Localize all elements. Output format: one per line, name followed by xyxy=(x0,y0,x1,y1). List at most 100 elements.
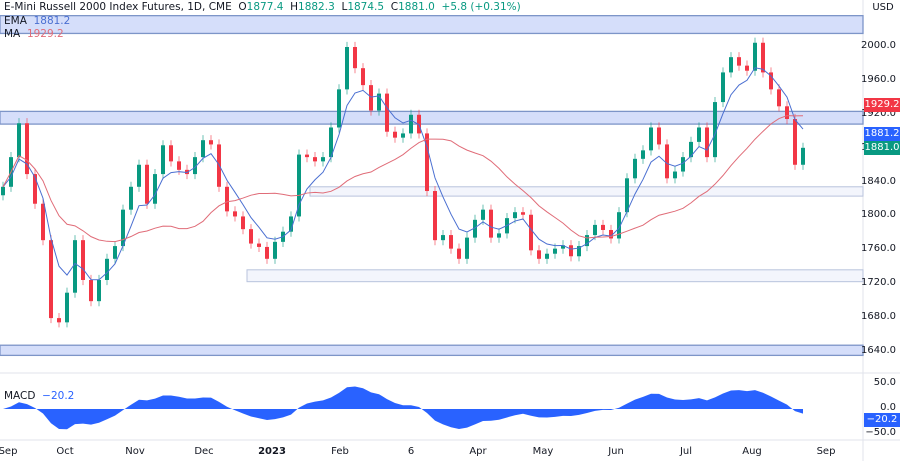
currency-label[interactable]: USD xyxy=(872,2,894,13)
high-value: 1882.3 xyxy=(298,1,335,13)
candle-body xyxy=(161,145,165,175)
candle-body xyxy=(801,147,805,165)
time-tick-label: Nov xyxy=(125,446,145,457)
candle-body xyxy=(793,119,797,165)
candle-body xyxy=(745,65,749,71)
macd-tick-label: −50.0 xyxy=(865,427,896,438)
candle-body xyxy=(201,140,205,158)
candle-body xyxy=(617,212,621,239)
ema-legend[interactable]: EMA 1881.2 xyxy=(4,15,71,27)
candle-body xyxy=(177,161,181,170)
time-tick-label: Jul xyxy=(679,446,693,457)
candle-body xyxy=(129,186,133,210)
candle-body xyxy=(33,174,37,204)
candle-body xyxy=(585,235,589,247)
price-tick-label: 1640.0 xyxy=(861,344,896,356)
time-tick-label: Oct xyxy=(56,446,74,457)
candle-body xyxy=(689,141,693,158)
candle-body xyxy=(457,248,461,259)
price-tick-label: 1840.0 xyxy=(861,175,896,187)
candle-body xyxy=(385,93,389,132)
time-tick-label: Feb xyxy=(331,446,349,457)
candle-body xyxy=(657,127,661,145)
candle-body xyxy=(81,240,85,280)
ema-line xyxy=(2,67,804,281)
candle-body xyxy=(25,123,29,175)
ma-legend[interactable]: MA 1929.2 xyxy=(4,28,64,40)
candle-body xyxy=(361,68,365,86)
candle-body xyxy=(73,240,77,293)
candle-body xyxy=(169,145,173,162)
time-tick-label: 2023 xyxy=(258,446,286,457)
candle-body xyxy=(393,131,397,138)
candle-body xyxy=(513,212,517,219)
time-tick-label: Apr xyxy=(469,446,487,457)
candle-body xyxy=(649,127,653,151)
candle-body xyxy=(337,89,341,128)
candle-body xyxy=(633,158,637,179)
candle-body xyxy=(241,216,245,230)
candle-body xyxy=(737,57,741,66)
candle-body xyxy=(497,233,501,238)
candle-body xyxy=(721,72,725,103)
close-price-tag: 1881.0 xyxy=(864,141,900,155)
candle-body xyxy=(97,279,101,302)
price-tick-label: 1720.0 xyxy=(861,277,896,289)
candle-body xyxy=(425,133,429,192)
time-tick-label: Sep xyxy=(0,446,18,457)
price-tick-label: 1800.0 xyxy=(861,209,896,221)
candle-body xyxy=(273,241,277,259)
candle-body xyxy=(449,235,453,249)
macd-legend[interactable]: MACD −20.2 xyxy=(4,390,75,402)
candle-body xyxy=(257,243,261,247)
candle-body xyxy=(377,93,381,111)
candle-body xyxy=(1,186,5,196)
candle-body xyxy=(113,246,117,259)
candle-body xyxy=(57,318,61,323)
candle-body xyxy=(305,154,309,158)
candle-body xyxy=(193,157,197,175)
candle-body xyxy=(753,42,757,71)
time-tick-label: Aug xyxy=(742,446,762,457)
candle-body xyxy=(401,133,405,138)
time-tick-label: Dec xyxy=(194,446,214,457)
symbol-title: E-Mini Russell 2000 Index Futures, 1D, C… xyxy=(4,1,232,13)
candle-body xyxy=(465,237,469,259)
candle-body xyxy=(593,224,597,236)
candle-body xyxy=(521,212,525,215)
price-tick-label: 1680.0 xyxy=(861,311,896,323)
candle-body xyxy=(105,258,109,280)
candle-body xyxy=(577,246,581,257)
candle-body xyxy=(537,250,541,259)
candle-body xyxy=(289,216,293,232)
candle-body xyxy=(705,127,709,158)
support-resistance-zone xyxy=(0,344,864,357)
candle-body xyxy=(553,248,557,254)
candle-body xyxy=(529,214,533,251)
candle-body xyxy=(249,229,253,244)
candle-body xyxy=(777,89,781,107)
ema-price-tag: 1881.2 xyxy=(864,127,900,141)
price-tick-label: 1960.0 xyxy=(861,73,896,85)
time-tick-label: 6 xyxy=(407,446,415,457)
candle-body xyxy=(321,157,325,162)
candle-body xyxy=(441,235,445,241)
candle-body xyxy=(641,150,645,159)
candle-body xyxy=(329,127,333,158)
time-tick-label: Jun xyxy=(608,446,624,457)
change-value: +5.8 (+0.31%) xyxy=(441,1,521,13)
time-tick-label: Sep xyxy=(816,446,836,457)
candle-body xyxy=(601,224,605,230)
ma-price-tag: 1929.2 xyxy=(864,98,900,112)
candle-body xyxy=(569,245,573,257)
candle-body xyxy=(785,106,789,120)
macd-area xyxy=(3,386,803,430)
candle-body xyxy=(545,253,549,259)
candle-body xyxy=(481,209,485,220)
support-resistance-zone xyxy=(0,110,864,125)
low-value: 1874.5 xyxy=(347,1,385,13)
candle-body xyxy=(489,209,493,238)
open-value: 1877.4 xyxy=(246,1,284,13)
candle-body xyxy=(697,127,701,142)
